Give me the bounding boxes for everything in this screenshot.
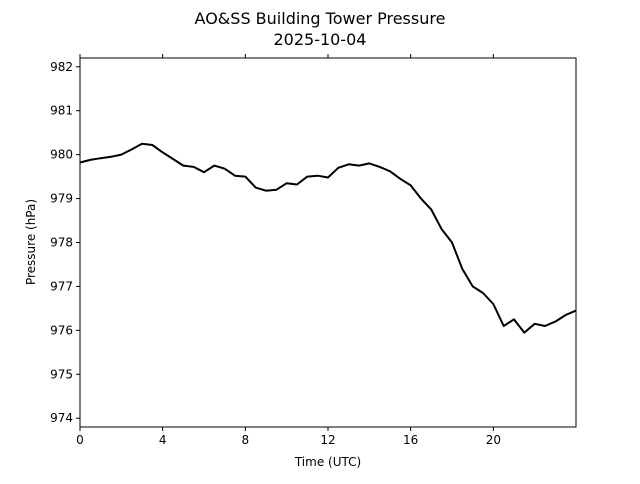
y-tick-label: 980	[50, 148, 73, 162]
y-tick-label: 974	[50, 411, 73, 425]
x-tick-label: 0	[76, 433, 84, 447]
y-tick-label: 982	[50, 60, 73, 74]
x-axis-label: Time (UTC)	[294, 455, 361, 469]
x-tick-label: 20	[486, 433, 501, 447]
pressure-series-line	[79, 142, 577, 334]
y-tick-label: 981	[50, 104, 73, 118]
chart-title: AO&SS Building Tower Pressure	[195, 9, 446, 28]
x-tick-label: 4	[159, 433, 167, 447]
y-tick-label: 976	[50, 323, 73, 337]
y-axis-label: Pressure (hPa)	[24, 199, 38, 285]
x-tick-label: 16	[403, 433, 418, 447]
chart-subtitle: 2025-10-04	[274, 30, 367, 49]
y-tick-label: 977	[50, 279, 73, 293]
y-tick-label: 975	[50, 367, 73, 381]
x-tick-label: 12	[320, 433, 335, 447]
x-tick-label: 8	[242, 433, 250, 447]
y-tick-label: 979	[50, 192, 73, 206]
y-tick-label: 978	[50, 236, 73, 250]
plot-frame	[79, 57, 577, 428]
